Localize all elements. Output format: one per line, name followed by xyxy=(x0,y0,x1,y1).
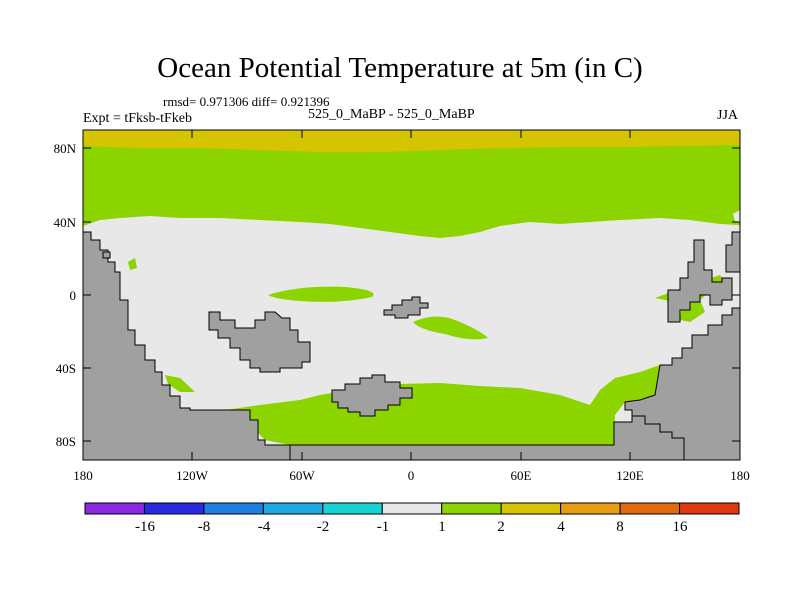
colorbar-label: -8 xyxy=(198,519,211,535)
land-small-continent xyxy=(383,296,429,319)
tropical-warm-patch xyxy=(413,316,488,340)
colorbar-label: -2 xyxy=(317,519,330,535)
lat-label: 80N xyxy=(54,141,77,156)
land-eastern-continent xyxy=(624,231,740,460)
colorbar-swatch xyxy=(262,502,324,515)
season-label: JJA xyxy=(717,108,739,123)
lon-label: 120E xyxy=(616,468,644,483)
lat-label: 0 xyxy=(70,288,77,303)
lat-label: 80S xyxy=(56,434,76,449)
colorbar-swatch xyxy=(619,502,681,515)
lon-label: 60W xyxy=(289,468,315,483)
comparison-label: 525_0_MaBP - 525_0_MaBP xyxy=(308,107,475,122)
lon-label: 180 xyxy=(730,468,750,483)
southern-warm-region xyxy=(225,365,665,445)
colorbar-label: 4 xyxy=(557,519,565,535)
colorbar-swatch xyxy=(441,502,502,515)
land-island xyxy=(733,210,740,222)
rmsd-stats: rmsd= 0.971306 diff= 0.921396 xyxy=(163,94,330,109)
colorbar-swatch xyxy=(381,502,443,515)
land-southern-continent xyxy=(331,374,413,417)
lon-label: 180 xyxy=(73,468,93,483)
colorbar-label: 16 xyxy=(673,519,689,535)
colorbar-swatch xyxy=(84,502,145,515)
colorbar-swatch xyxy=(679,502,740,515)
colorbar-swatch xyxy=(500,502,562,515)
colorbar-label: -1 xyxy=(377,519,390,535)
northern-warm-region xyxy=(83,130,740,238)
colorbar xyxy=(84,502,740,515)
lon-label: 0 xyxy=(408,468,415,483)
colorbar-swatch xyxy=(203,502,264,515)
polar-warm-band xyxy=(83,130,740,152)
colorbar-labels: -16 -8 -4 -2 -1 1 2 4 8 16 xyxy=(135,519,688,535)
lon-label: 120W xyxy=(176,468,209,483)
colorbar-label: 8 xyxy=(616,519,624,535)
lon-label: 60E xyxy=(511,468,532,483)
land-northeast-continent xyxy=(667,239,733,323)
lat-ticks xyxy=(83,147,740,442)
map-title: Ocean Potential Temperature at 5m (in C) xyxy=(157,52,643,84)
tropical-warm-patch xyxy=(268,286,374,302)
land-island xyxy=(102,251,111,259)
map-plot xyxy=(83,130,740,460)
tropical-warm-patch xyxy=(165,375,195,392)
land-central-continent xyxy=(208,311,311,373)
tropical-warm-patch xyxy=(128,258,137,270)
colorbar-swatch xyxy=(560,502,621,515)
colorbar-swatch xyxy=(322,502,383,515)
lat-label: 40N xyxy=(54,215,77,230)
lat-label: 40S xyxy=(56,361,76,376)
experiment-label: Expt = tFksb-tFkeb xyxy=(83,111,193,126)
colorbar-label: -16 xyxy=(135,519,155,535)
colorbar-swatch xyxy=(143,502,205,515)
land-western-continent xyxy=(83,231,291,460)
colorbar-label: 2 xyxy=(497,519,505,535)
colorbar-label: -4 xyxy=(258,519,271,535)
colorbar-label: 1 xyxy=(438,519,446,535)
lon-ticks xyxy=(82,130,741,460)
